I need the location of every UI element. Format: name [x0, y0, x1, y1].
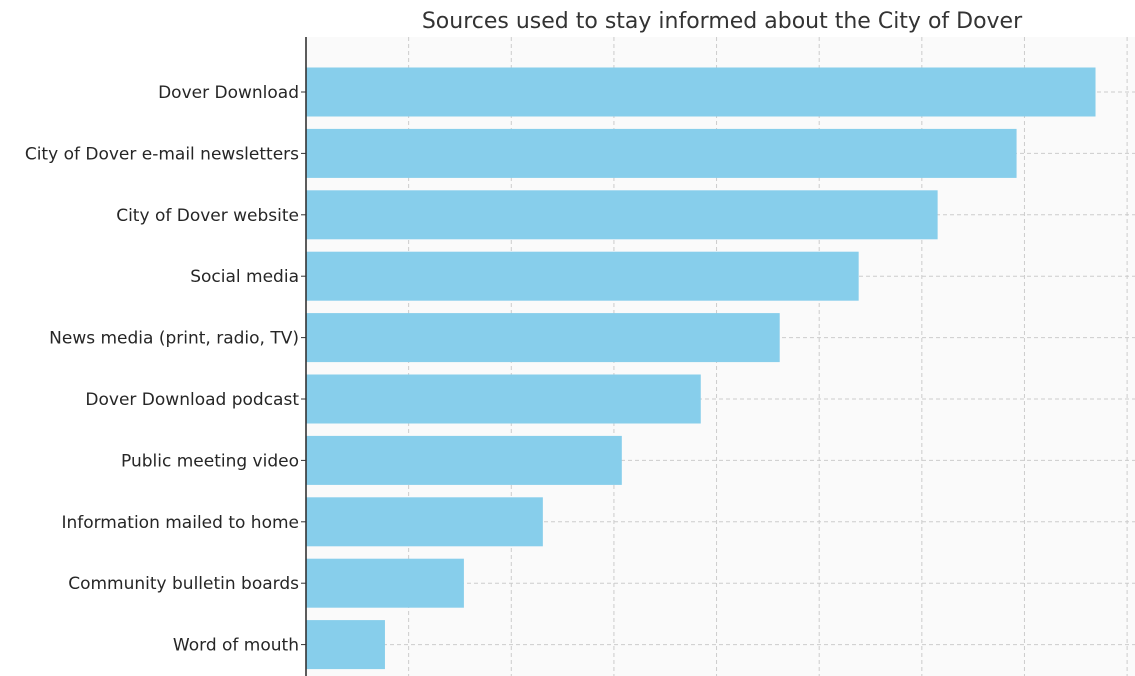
- y-tick-label: News media (print, radio, TV): [49, 329, 299, 349]
- bar: [306, 558, 464, 608]
- y-tick-label: City of Dover e-mail newsletters: [25, 144, 299, 164]
- y-tick-label: Social media: [190, 267, 299, 287]
- bars-layer: [306, 67, 1096, 670]
- y-tick-label: Dover Download: [158, 83, 299, 103]
- bar: [306, 67, 1096, 117]
- y-tick-label: City of Dover website: [116, 206, 299, 226]
- bar: [306, 190, 938, 240]
- bar: [306, 313, 780, 363]
- chart-title: Sources used to stay informed about the …: [422, 9, 1023, 34]
- y-tick-label: Word of mouth: [173, 636, 299, 656]
- bar: [306, 435, 622, 485]
- y-tick-label: Information mailed to home: [61, 513, 299, 533]
- bar: [306, 374, 701, 424]
- bar: [306, 128, 1017, 178]
- bar: [306, 251, 859, 301]
- y-tick-label: Dover Download podcast: [85, 390, 299, 410]
- ticks-layer: Dover Download City of Dover e-mail newsl…: [25, 83, 306, 656]
- bar: [306, 497, 543, 547]
- y-tick-label: Community bulletin boards: [68, 574, 299, 594]
- bar: [306, 620, 385, 670]
- y-tick-label: Public meeting video: [121, 451, 299, 471]
